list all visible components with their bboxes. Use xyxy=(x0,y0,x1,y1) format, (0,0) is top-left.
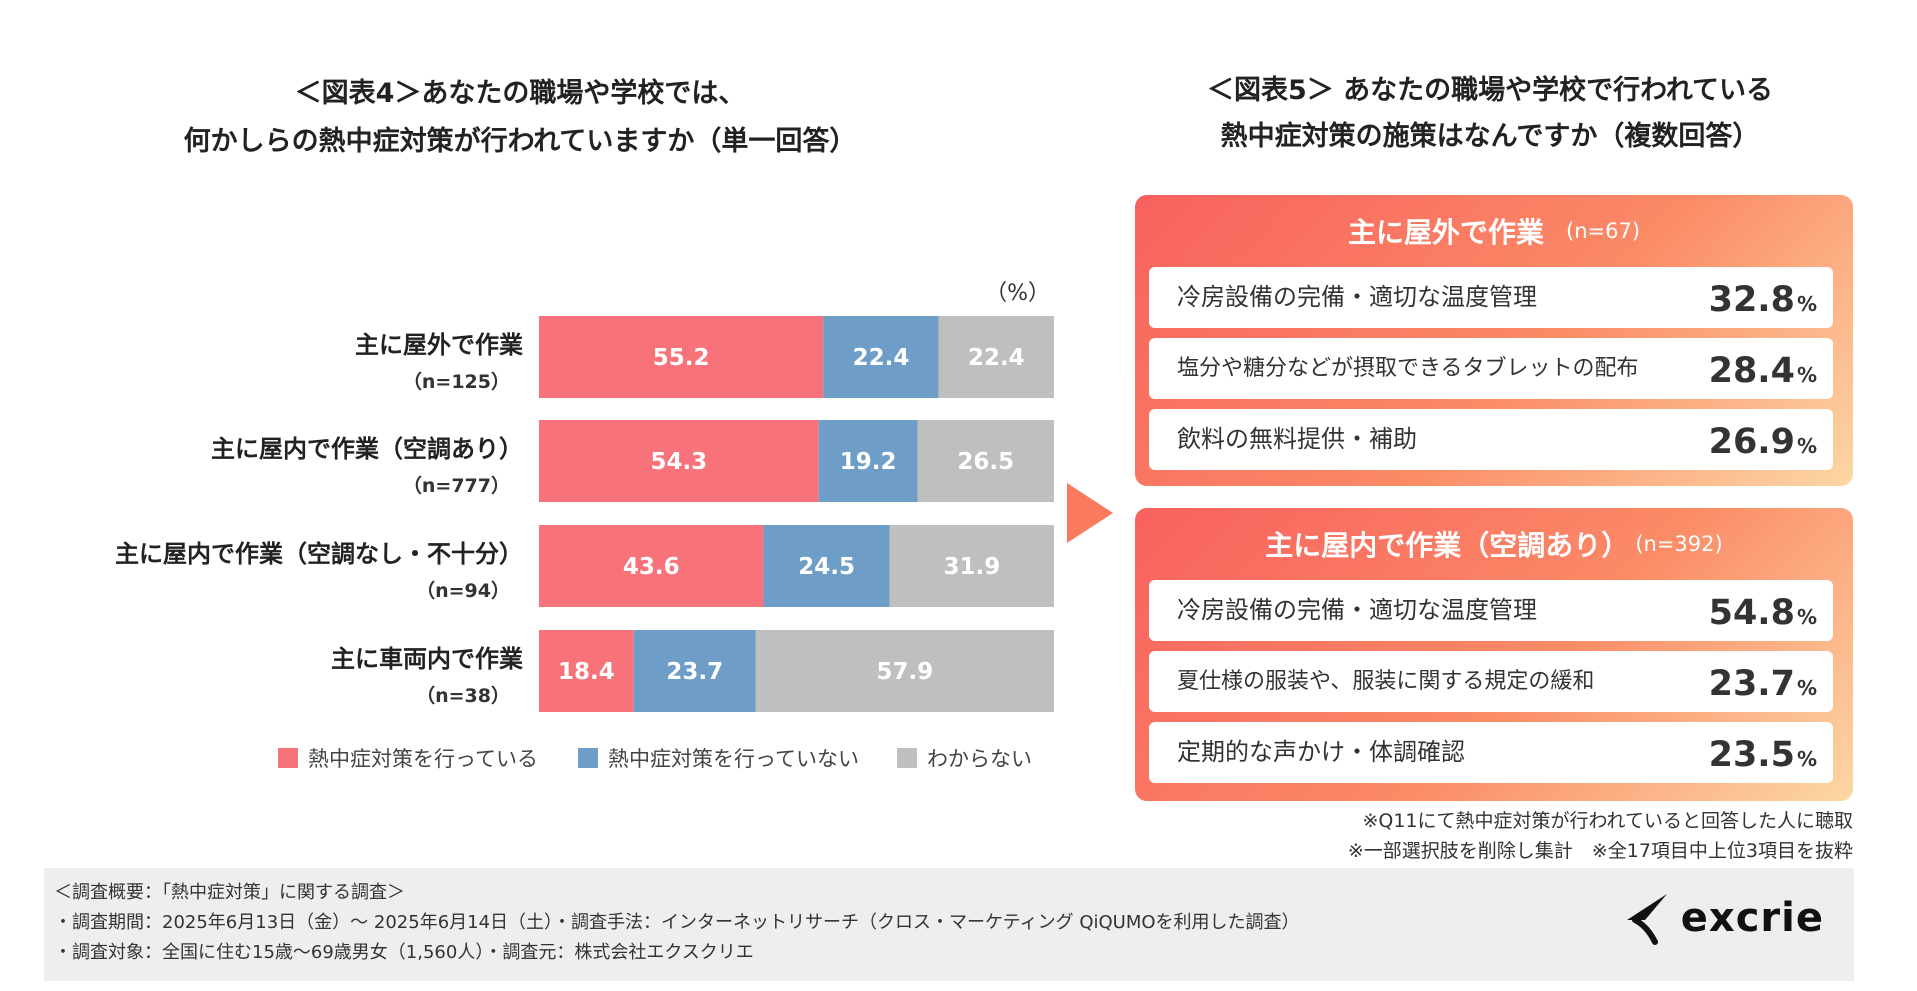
bar-segment xyxy=(539,630,634,712)
measure-label: 冷房設備の完備・適切な温度管理 xyxy=(1177,596,1537,624)
panel-title: 主に屋外で作業 xyxy=(1347,216,1544,249)
panel-outdoor: 主に屋外で作業 (n=67) 冷房設備の完備・適切な温度管理 32.8% 塩分や… xyxy=(1135,195,1853,486)
bar-value-label: 23.7 xyxy=(666,659,723,685)
measure-label: 冷房設備の完備・適切な温度管理 xyxy=(1177,283,1537,311)
measure-label: 定期的な声かけ・体調確認 xyxy=(1177,738,1465,766)
category-sample-size: （n=777） xyxy=(403,474,510,497)
arrow-right-icon xyxy=(1067,483,1113,543)
measure-percent: 28.4% xyxy=(1708,351,1817,391)
bar-value-label: 26.5 xyxy=(957,449,1014,475)
panel-indoor-ac: 主に屋内で作業（空調あり） (n=392) 冷房設備の完備・適切な温度管理 54… xyxy=(1135,508,1853,801)
stacked-bar-chart: （%） 主に屋外で作業 （n=125） 55.2 22.4 22.4 主に屋内で作業（空調あ… xyxy=(115,281,1054,771)
excrie-logo: excrie xyxy=(1621,890,1824,946)
figure5-title-line2: 熱中症対策の施策はなんですか（複数回答） xyxy=(1220,121,1760,152)
measure-row: 冷房設備の完備・適切な温度管理 32.8% xyxy=(1149,267,1833,328)
bar-segment xyxy=(763,525,890,607)
measure-percent: 23.5% xyxy=(1708,735,1817,775)
panel-sample-size: (n=392) xyxy=(1635,532,1723,556)
bar-segment xyxy=(539,316,824,398)
figure5-title: ＜図表5＞ あなたの職場や学校で行われている 熱中症対策の施策はなんですか（複数… xyxy=(1110,68,1870,160)
measure-row: 冷房設備の完備・適切な温度管理 54.8% xyxy=(1149,580,1833,641)
measure-percent: 32.8% xyxy=(1708,280,1817,320)
measure-percent: 26.9% xyxy=(1708,422,1817,462)
measure-row: 塩分や糖分などが摂取できるタブレットの配布 28.4% xyxy=(1149,338,1833,399)
bar-value-label: 19.2 xyxy=(840,449,897,475)
bar-value-label: 22.4 xyxy=(968,345,1025,371)
legend-swatch xyxy=(278,748,298,768)
bar-segment xyxy=(539,525,764,607)
bar-segment xyxy=(917,420,1054,502)
panel-sample-size: (n=67) xyxy=(1566,219,1641,243)
category-sample-size: （n=125） xyxy=(403,370,510,393)
category-label: 主に車両内で作業 xyxy=(331,645,523,673)
bar-value-label: 18.4 xyxy=(558,659,615,685)
panel-header: 主に屋外で作業 (n=67) xyxy=(1135,195,1853,267)
figure4-title-line1: ＜図表4＞あなたの職場や学校では、 xyxy=(294,78,746,109)
bar-segment xyxy=(539,420,819,502)
bar-segment xyxy=(823,316,939,398)
note-line: ※一部選択肢を削除し集計 ※全17項目中上位3項目を抜粋 xyxy=(1347,840,1853,862)
bar-value-label: 24.5 xyxy=(798,554,855,580)
measure-label: 夏仕様の服装や、服装に関する規定の緩和 xyxy=(1177,669,1595,694)
survey-target-source: ・調査対象：全国に住む15歳～69歳男女（1,560人）・調査元：株式会社エクス… xyxy=(54,942,754,963)
category-label: 主に屋内で作業（空調なし・不十分） xyxy=(115,540,523,568)
measure-label: 飲料の無料提供・補助 xyxy=(1177,425,1417,453)
measure-row: 夏仕様の服装や、服装に関する規定の緩和 23.7% xyxy=(1149,651,1833,712)
measure-row: 定期的な声かけ・体調確認 23.5% xyxy=(1149,722,1833,783)
survey-summary: ＜調査概要：「熱中症対策」に関する調査＞ ・調査期間：2025年6月13日（金）… xyxy=(54,878,1300,968)
survey-summary-heading: ＜調査概要：「熱中症対策」に関する調査＞ xyxy=(54,882,405,903)
logo-wordmark: excrie xyxy=(1680,895,1824,941)
bar-segment xyxy=(889,525,1054,607)
survey-footer: ＜調査概要：「熱中症対策」に関する調査＞ ・調査期間：2025年6月13日（金）… xyxy=(44,868,1854,981)
category-sample-size: （n=94） xyxy=(416,579,510,602)
measure-percent: 23.7% xyxy=(1708,664,1817,704)
bar-value-label: 54.3 xyxy=(650,449,707,475)
legend-label: 熱中症対策を行っていない xyxy=(608,747,859,771)
category-sample-size: （n=38） xyxy=(416,684,510,707)
legend-swatch xyxy=(578,748,598,768)
bar-value-label: 43.6 xyxy=(623,554,680,580)
notes: ※Q11にて熱中症対策が行われていると回答した人に聴取 ※一部選択肢を削除し集計… xyxy=(1348,806,1853,866)
bar-value-label: 22.4 xyxy=(853,345,910,371)
bar-segment xyxy=(755,630,1054,712)
panel-title: 主に屋内で作業（空調あり） xyxy=(1265,529,1630,562)
bar-segment xyxy=(938,316,1054,398)
measure-label: 塩分や糖分などが摂取できるタブレットの配布 xyxy=(1177,356,1639,381)
unit-label: （%） xyxy=(985,281,1050,306)
legend-swatch xyxy=(897,748,917,768)
logo-mark-icon xyxy=(1626,894,1667,945)
bar-segment xyxy=(633,630,756,712)
measure-percent: 54.8% xyxy=(1708,593,1817,633)
category-label: 主に屋外で作業 xyxy=(355,331,523,359)
category-label: 主に屋内で作業（空調あり） xyxy=(211,435,523,463)
legend-label: わからない xyxy=(927,747,1032,771)
bar-value-label: 55.2 xyxy=(653,345,710,371)
note-line: ※Q11にて熱中症対策が行われていると回答した人に聴取 xyxy=(1362,810,1853,832)
survey-period-method: ・調査期間：2025年6月13日（金）～ 2025年6月14日（土）・調査手法：… xyxy=(54,912,1300,933)
bar-segment xyxy=(818,420,918,502)
panel-header: 主に屋内で作業（空調あり） (n=392) xyxy=(1135,508,1853,580)
figure5-title-line1: ＜図表5＞ あなたの職場や学校で行われている xyxy=(1206,75,1774,106)
figure4-title: ＜図表4＞あなたの職場や学校では、 何かしらの熱中症対策が行われていますか（単一… xyxy=(140,70,900,166)
bar-value-label: 31.9 xyxy=(943,554,1000,580)
figure4-title-line2: 何かしらの熱中症対策が行われていますか（単一回答） xyxy=(183,126,857,157)
legend-label: 熱中症対策を行っている xyxy=(308,747,538,771)
bar-value-label: 57.9 xyxy=(877,659,934,685)
measure-row: 飲料の無料提供・補助 26.9% xyxy=(1149,409,1833,470)
